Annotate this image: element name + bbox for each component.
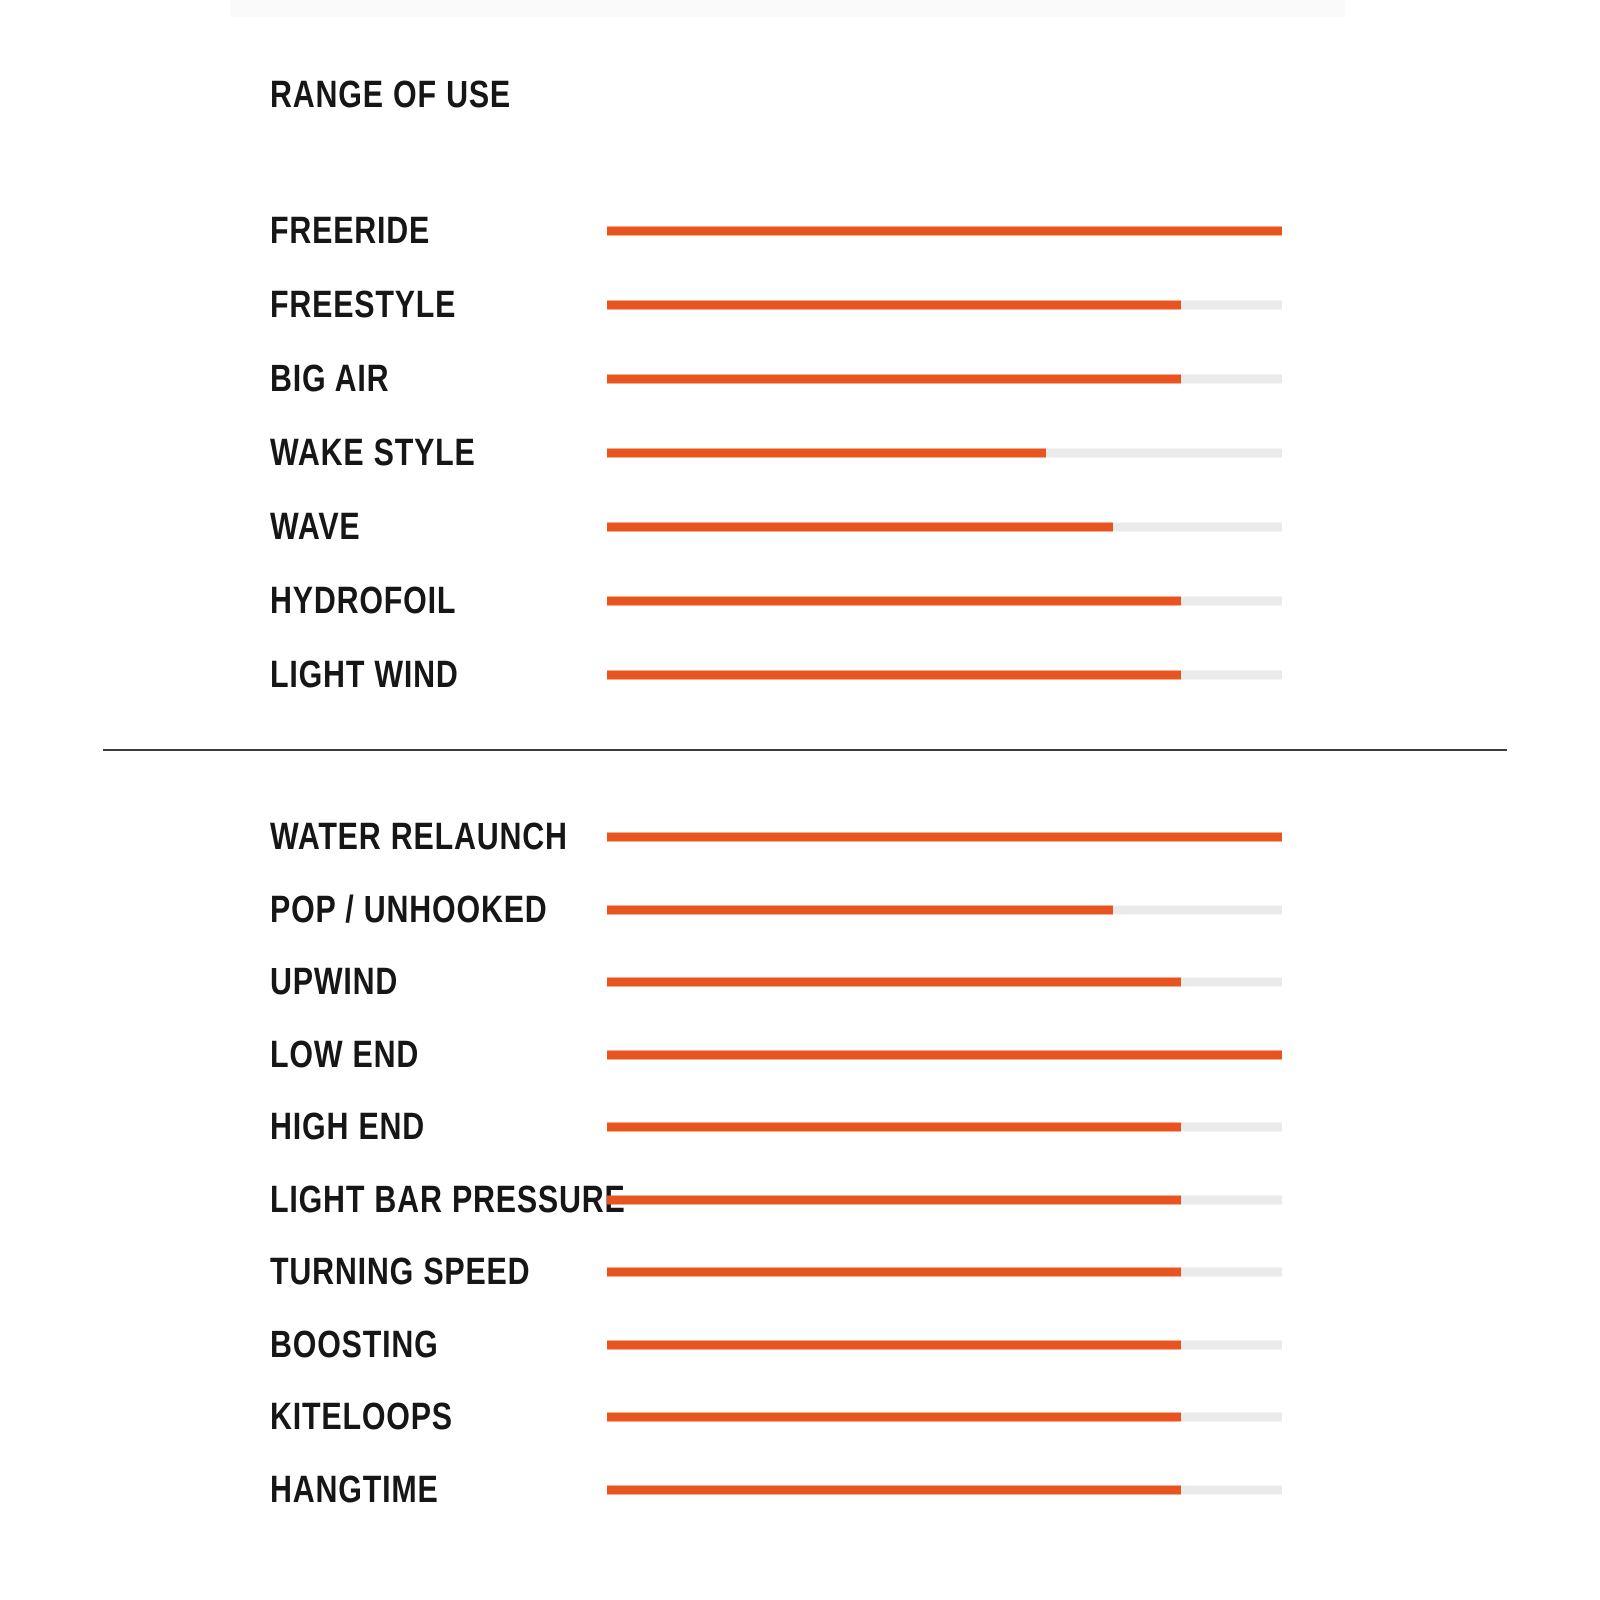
rating-bar-track	[607, 1050, 1282, 1060]
row-label: LOW END	[270, 1033, 420, 1076]
row-label: BOOSTING	[270, 1323, 439, 1366]
row-label: HIGH END	[270, 1106, 426, 1149]
chart-row: LIGHT BAR PRESSURE	[0, 1164, 1600, 1237]
rating-bar-fill	[607, 374, 1181, 384]
rating-bar-track	[607, 977, 1282, 987]
chart-row: HYDROFOIL	[0, 564, 1600, 638]
rating-bar-fill	[607, 905, 1114, 915]
rating-bar-fill	[607, 1122, 1181, 1132]
rating-bar-fill	[607, 1485, 1181, 1495]
row-label: WATER RELAUNCH	[270, 816, 568, 859]
rating-bar-fill	[607, 670, 1181, 680]
section-divider-line	[103, 749, 1507, 751]
chart-row: HIGH END	[0, 1091, 1600, 1164]
rating-bar-fill	[607, 522, 1114, 532]
chart-row: KITELOOPS	[0, 1381, 1600, 1454]
rating-bar-fill	[607, 832, 1282, 842]
chart-row: HANGTIME	[0, 1454, 1600, 1527]
rating-bar-track	[607, 1195, 1282, 1205]
row-label: FREESTYLE	[270, 284, 457, 326]
section-performance-characteristics: WATER RELAUNCH POP / UNHOOKED UPWIND LOW…	[0, 801, 1600, 1526]
row-label: FREERIDE	[270, 210, 431, 252]
row-label: UPWIND	[270, 961, 399, 1004]
row-label: POP / UNHOOKED	[270, 888, 548, 931]
rating-bar-track	[607, 522, 1282, 532]
row-label: LIGHT BAR PRESSURE	[270, 1178, 626, 1221]
chart-row: WAKE STYLE	[0, 416, 1600, 490]
rating-bar-track	[607, 1412, 1282, 1422]
chart-row: WAVE	[0, 490, 1600, 564]
rating-bar-fill	[607, 1195, 1181, 1205]
rating-bar-track	[607, 374, 1282, 384]
chart-title: RANGE OF USE	[270, 74, 511, 116]
rating-bar-track	[607, 448, 1282, 458]
rating-bar-fill	[607, 1050, 1282, 1060]
rating-bar-fill	[607, 448, 1046, 458]
chart-row: UPWIND	[0, 946, 1600, 1019]
row-label: LIGHT WIND	[270, 654, 459, 696]
rating-bar-track	[607, 905, 1282, 915]
chart-row: LOW END	[0, 1019, 1600, 1092]
row-label: KITELOOPS	[270, 1396, 453, 1439]
row-label: TURNING SPEED	[270, 1251, 531, 1294]
rating-bar-fill	[607, 1340, 1181, 1350]
rating-bar-track	[607, 226, 1282, 236]
rating-bar-track	[607, 1340, 1282, 1350]
row-label: HANGTIME	[270, 1468, 439, 1511]
chart-row: BOOSTING	[0, 1309, 1600, 1382]
rating-bar-track	[607, 596, 1282, 606]
chart-row: POP / UNHOOKED	[0, 874, 1600, 947]
row-label: WAKE STYLE	[270, 432, 476, 474]
chart-row: LIGHT WIND	[0, 638, 1600, 712]
rating-bar-track	[607, 832, 1282, 842]
chart-row: FREESTYLE	[0, 268, 1600, 342]
top-band-decoration	[230, 0, 1345, 17]
chart-row: BIG AIR	[0, 342, 1600, 416]
rating-bar-track	[607, 1485, 1282, 1495]
rating-bar-fill	[607, 977, 1181, 987]
rating-bar-fill	[607, 226, 1282, 236]
chart-row: TURNING SPEED	[0, 1236, 1600, 1309]
row-label: WAVE	[270, 506, 361, 548]
rating-bar-track	[607, 1122, 1282, 1132]
rating-bar-fill	[607, 1267, 1181, 1277]
rating-bar-track	[607, 670, 1282, 680]
rating-bar-fill	[607, 300, 1181, 310]
rating-bar-track	[607, 1267, 1282, 1277]
rating-bar-fill	[607, 1412, 1181, 1422]
rating-bar-track	[607, 300, 1282, 310]
section-riding-styles: FREERIDE FREESTYLE BIG AIR WAKE STYLE WA…	[0, 194, 1600, 712]
chart-row: WATER RELAUNCH	[0, 801, 1600, 874]
chart-row: FREERIDE	[0, 194, 1600, 268]
row-label: BIG AIR	[270, 358, 390, 400]
rating-bar-fill	[607, 596, 1181, 606]
row-label: HYDROFOIL	[270, 580, 457, 622]
